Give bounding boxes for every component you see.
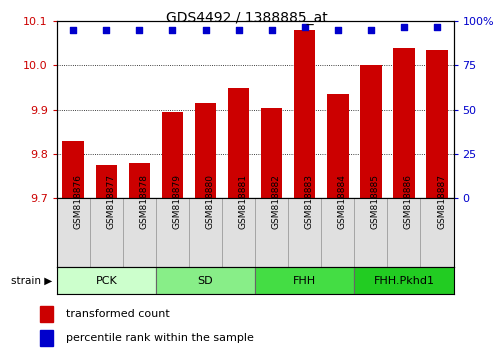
Bar xyxy=(57,198,90,267)
Bar xyxy=(90,198,123,267)
Bar xyxy=(255,198,288,267)
Bar xyxy=(288,198,321,267)
Point xyxy=(136,27,143,33)
Text: GSM818886: GSM818886 xyxy=(404,174,413,229)
Bar xyxy=(129,163,150,198)
Point xyxy=(169,27,176,33)
Point xyxy=(400,24,408,29)
Text: GSM818883: GSM818883 xyxy=(305,174,314,229)
Bar xyxy=(123,198,156,267)
Bar xyxy=(57,267,156,294)
Text: FHH.Pkhd1: FHH.Pkhd1 xyxy=(374,275,434,286)
Bar xyxy=(255,267,354,294)
Bar xyxy=(96,165,117,198)
Text: FHH: FHH xyxy=(293,275,317,286)
Text: SD: SD xyxy=(198,275,213,286)
Bar xyxy=(321,198,354,267)
Point xyxy=(70,27,77,33)
Bar xyxy=(327,94,349,198)
Point xyxy=(268,27,276,33)
Bar xyxy=(40,330,53,346)
Bar xyxy=(156,267,255,294)
Bar xyxy=(294,30,316,198)
Point xyxy=(334,27,342,33)
Bar xyxy=(222,198,255,267)
Bar xyxy=(189,198,222,267)
Text: GSM818879: GSM818879 xyxy=(173,174,181,229)
Text: GSM818882: GSM818882 xyxy=(272,174,281,229)
Text: PCK: PCK xyxy=(96,275,117,286)
Text: GSM818878: GSM818878 xyxy=(140,174,148,229)
Text: GSM818876: GSM818876 xyxy=(73,174,82,229)
Text: GSM818881: GSM818881 xyxy=(239,174,247,229)
Point xyxy=(202,27,210,33)
Point xyxy=(103,27,110,33)
Bar xyxy=(354,198,387,267)
Bar xyxy=(162,112,183,198)
Bar xyxy=(261,108,282,198)
Bar xyxy=(421,198,454,267)
Bar xyxy=(393,48,415,198)
Bar xyxy=(228,87,249,198)
Bar xyxy=(156,198,189,267)
Bar xyxy=(426,50,448,198)
Bar xyxy=(387,198,421,267)
Bar xyxy=(40,306,53,322)
Bar xyxy=(195,103,216,198)
Point xyxy=(301,24,309,29)
Bar xyxy=(63,141,84,198)
Point xyxy=(433,24,441,29)
Text: GDS4492 / 1388885_at: GDS4492 / 1388885_at xyxy=(166,11,327,25)
Text: transformed count: transformed count xyxy=(66,309,170,319)
Text: GSM818885: GSM818885 xyxy=(371,174,380,229)
Point xyxy=(367,27,375,33)
Bar xyxy=(360,65,382,198)
Text: strain ▶: strain ▶ xyxy=(10,275,52,286)
Text: percentile rank within the sample: percentile rank within the sample xyxy=(66,332,253,343)
Bar xyxy=(354,267,454,294)
Text: GSM818884: GSM818884 xyxy=(338,174,347,229)
Text: GSM818880: GSM818880 xyxy=(206,174,214,229)
Text: GSM818887: GSM818887 xyxy=(437,174,446,229)
Point xyxy=(235,27,243,33)
Text: GSM818877: GSM818877 xyxy=(106,174,115,229)
